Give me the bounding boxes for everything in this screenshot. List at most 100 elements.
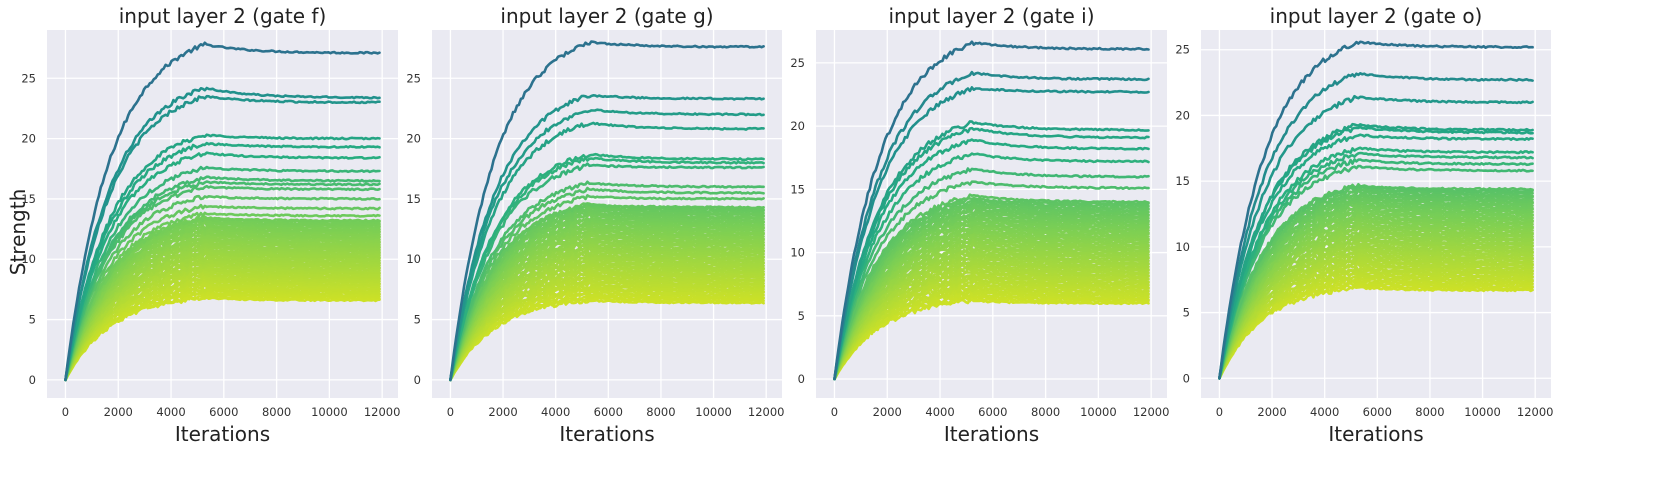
series-line xyxy=(1218,194,1534,380)
series-line xyxy=(1218,188,1534,380)
series-line xyxy=(833,120,1150,381)
series-line xyxy=(449,94,765,382)
series-line xyxy=(833,296,1150,381)
series-line xyxy=(449,152,765,382)
panel-title: input layer 2 (gate o) xyxy=(1270,4,1483,28)
y-tick-label: 10 xyxy=(1175,240,1190,254)
x-tick-label: 4000 xyxy=(925,405,954,419)
series-line xyxy=(833,269,1150,381)
x-tick-label: 4000 xyxy=(1310,405,1339,419)
series-line xyxy=(833,138,1150,381)
x-tick-label: 6000 xyxy=(978,405,1007,419)
y-tick-label: 10 xyxy=(21,252,36,266)
x-tick-label: 10000 xyxy=(311,405,348,419)
series-line xyxy=(833,231,1150,381)
series-line xyxy=(1218,279,1534,380)
series-line xyxy=(64,41,381,382)
series-line xyxy=(449,194,765,382)
x-tick-label: 4000 xyxy=(541,405,570,419)
panel-title: input layer 2 (gate g) xyxy=(500,4,713,28)
y-tick-label: 10 xyxy=(406,252,421,266)
y-tick-label: 15 xyxy=(790,182,805,196)
series-line xyxy=(833,200,1150,381)
series-line xyxy=(64,248,381,382)
series-line xyxy=(833,226,1150,381)
y-tick-label: 15 xyxy=(1175,174,1190,188)
y-tick-label: 25 xyxy=(21,71,36,85)
series-line xyxy=(64,94,381,382)
series-line xyxy=(64,286,381,382)
series-line xyxy=(1218,217,1534,380)
y-axis-label: Strength xyxy=(6,189,30,276)
x-tick-label: 10000 xyxy=(1464,405,1501,419)
series-line xyxy=(64,226,381,382)
chart-panel-1: 0 2000 4000 6000 8000 10000 12000 0 5 10 15 20 25 inp… xyxy=(21,4,400,446)
x-tick-label: 8000 xyxy=(646,405,675,419)
series-line xyxy=(1218,261,1534,380)
series-line xyxy=(1218,210,1534,380)
series-line xyxy=(449,162,765,382)
series-line xyxy=(1218,206,1534,380)
series-line xyxy=(64,86,381,382)
series-line xyxy=(833,126,1150,381)
y-tick-label: 0 xyxy=(798,372,805,386)
x-tick-label: 8000 xyxy=(1031,405,1060,419)
y-tick-label: 20 xyxy=(406,132,421,146)
series-group xyxy=(1218,40,1534,380)
x-tick-label: 12000 xyxy=(364,405,401,419)
series-line xyxy=(64,259,381,382)
series-line xyxy=(64,194,381,382)
series-line xyxy=(1218,164,1534,380)
x-tick-label: 2000 xyxy=(488,405,517,419)
series-line xyxy=(64,184,381,382)
x-axis-label: Iterations xyxy=(559,422,654,446)
series-line xyxy=(449,241,765,382)
series-line xyxy=(64,180,381,382)
y-tick-label: 15 xyxy=(406,192,421,206)
series-line xyxy=(449,108,765,382)
series-line xyxy=(833,255,1150,381)
series-line xyxy=(64,229,381,382)
series-line xyxy=(833,241,1150,381)
series-line xyxy=(64,296,381,382)
y-tick-label: 25 xyxy=(406,71,421,85)
series-line xyxy=(449,281,765,382)
series-line xyxy=(449,186,765,382)
x-tick-label: 2000 xyxy=(104,405,133,419)
y-tick-label: 10 xyxy=(790,246,805,260)
series-line xyxy=(64,165,381,382)
panel-title: input layer 2 (gate i) xyxy=(888,4,1094,28)
panel-title: input layer 2 (gate f) xyxy=(119,4,327,28)
chart-panel-2: 0 2000 4000 6000 8000 10000 12000 0 5 10 15 20 25 inp… xyxy=(406,4,784,446)
series-line xyxy=(833,86,1150,381)
series-line xyxy=(64,211,381,382)
series-line xyxy=(1218,199,1534,380)
series-line xyxy=(64,290,381,382)
series-line xyxy=(833,275,1150,381)
series-line xyxy=(449,265,765,382)
series-line xyxy=(833,70,1150,381)
x-tick-label: 6000 xyxy=(1363,405,1392,419)
series-line xyxy=(833,265,1150,381)
series-line xyxy=(449,287,765,382)
series-line xyxy=(64,133,381,382)
series-line xyxy=(64,235,381,382)
series-group xyxy=(833,40,1150,381)
panels: 0 2000 4000 6000 8000 10000 120000510152025inp… xyxy=(21,4,1553,446)
series-line xyxy=(449,275,765,382)
x-axis-label: Iterations xyxy=(175,422,270,446)
series-line xyxy=(1218,133,1534,380)
series-line xyxy=(449,260,765,382)
series-line xyxy=(1218,230,1534,380)
series-line xyxy=(1218,251,1534,380)
y-tick-label: 15 xyxy=(21,192,36,206)
series-line xyxy=(1218,272,1534,380)
series-line xyxy=(833,235,1150,381)
x-tick-label: 0 xyxy=(62,405,69,419)
series-line xyxy=(833,283,1150,381)
x-tick-label: 0 xyxy=(1216,405,1223,419)
series-line xyxy=(1218,282,1534,380)
x-axis-label: Iterations xyxy=(1328,422,1423,446)
series-line xyxy=(1218,94,1534,380)
